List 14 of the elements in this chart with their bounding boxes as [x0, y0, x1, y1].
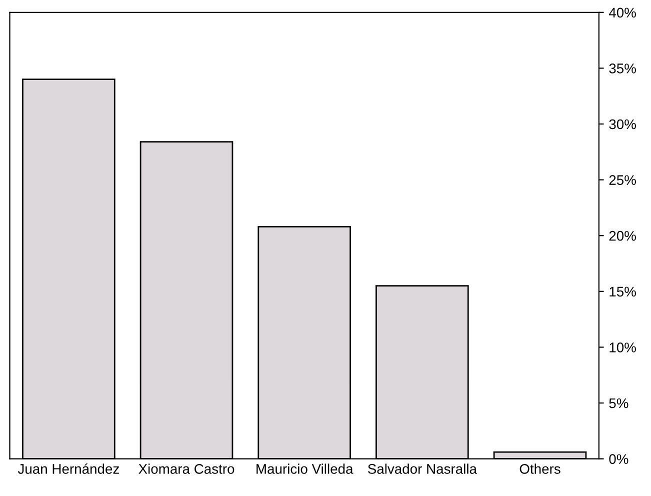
- y-tick-label: 20%: [609, 230, 636, 241]
- x-tick-label: Xiomara Castro: [138, 464, 234, 474]
- x-tick-label: Juan Hernández: [18, 464, 119, 474]
- x-tick-label: Salvador Nasralla: [368, 464, 477, 474]
- y-tick-label: 15%: [610, 286, 636, 297]
- y-tick-label: 35%: [609, 64, 636, 74]
- y-tick-label: 30%: [609, 119, 636, 130]
- x-tick-label: Others: [520, 464, 560, 474]
- x-tick-label: Mauricio Villeda: [256, 464, 354, 474]
- y-tick-label: 10%: [610, 342, 636, 352]
- y-tick-label: 5%: [609, 398, 628, 408]
- y-tick-label: 25%: [609, 175, 636, 185]
- y-tick-label: 0%: [609, 454, 628, 464]
- y-tick-label: 40%: [608, 8, 636, 18]
